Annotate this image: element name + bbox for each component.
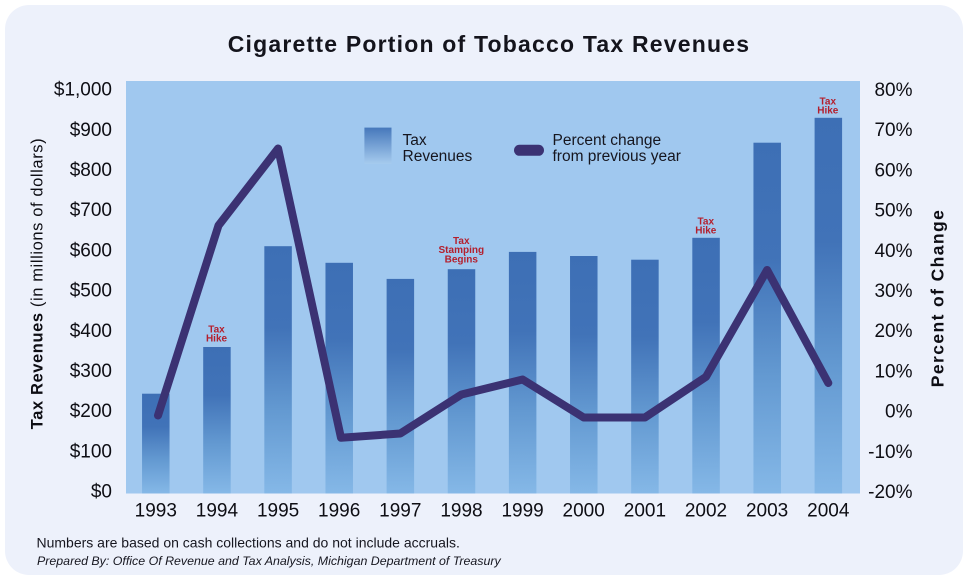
svg-text:-10%: -10%: [868, 442, 912, 463]
svg-text:1997: 1997: [379, 501, 421, 522]
svg-text:Hike: Hike: [206, 334, 228, 345]
svg-text:Numbers are based on cash coll: Numbers are based on cash collections an…: [37, 534, 460, 550]
svg-text:1996: 1996: [318, 501, 360, 522]
svg-text:80%: 80%: [874, 80, 912, 101]
svg-text:1993: 1993: [135, 501, 177, 522]
svg-text:Hike: Hike: [695, 226, 717, 237]
svg-text:1995: 1995: [257, 501, 299, 522]
svg-text:Stamping: Stamping: [439, 245, 485, 256]
svg-text:0%: 0%: [885, 402, 913, 423]
svg-text:$900: $900: [70, 120, 112, 141]
svg-text:Begins: Begins: [445, 254, 479, 265]
svg-text:50%: 50%: [874, 201, 912, 222]
svg-text:-20%: -20%: [868, 482, 912, 503]
svg-text:Tax: Tax: [403, 132, 427, 149]
svg-text:$400: $400: [70, 321, 112, 342]
svg-text:30%: 30%: [874, 281, 912, 302]
svg-text:$100: $100: [70, 441, 112, 462]
svg-text:2002: 2002: [685, 501, 727, 522]
svg-text:70%: 70%: [874, 120, 912, 141]
svg-text:1999: 1999: [501, 501, 543, 522]
svg-text:Hike: Hike: [817, 106, 839, 117]
svg-text:$200: $200: [70, 401, 112, 422]
svg-text:Tax Revenues (in millions of d: Tax Revenues (in millions of dollars): [29, 138, 47, 430]
svg-text:Tax: Tax: [208, 325, 225, 336]
svg-text:60%: 60%: [874, 160, 912, 181]
svg-text:2003: 2003: [746, 501, 788, 522]
svg-text:$0: $0: [91, 482, 112, 503]
svg-text:Percent change: Percent change: [553, 132, 662, 149]
svg-text:2001: 2001: [624, 501, 666, 522]
svg-text:$500: $500: [70, 281, 112, 302]
svg-text:$700: $700: [70, 200, 112, 221]
svg-text:Revenues: Revenues: [403, 148, 473, 165]
svg-text:$600: $600: [70, 240, 112, 261]
svg-text:$800: $800: [70, 160, 112, 181]
svg-text:20%: 20%: [874, 321, 912, 342]
svg-text:10%: 10%: [874, 361, 912, 382]
svg-text:1998: 1998: [440, 501, 482, 522]
svg-text:$1,000: $1,000: [54, 80, 112, 101]
svg-text:$300: $300: [70, 361, 112, 382]
svg-text:Tax: Tax: [453, 236, 470, 247]
svg-text:Tax: Tax: [820, 97, 837, 108]
svg-text:from previous year: from previous year: [553, 148, 681, 165]
svg-text:Prepared By: Office Of Revenue: Prepared By: Office Of Revenue and Tax A…: [37, 554, 502, 568]
svg-text:1994: 1994: [196, 501, 239, 522]
svg-text:2004: 2004: [807, 501, 850, 522]
svg-text:40%: 40%: [874, 241, 912, 262]
svg-text:Cigarette Portion of Tobacco T: Cigarette Portion of Tobacco Tax Revenue…: [228, 31, 751, 57]
svg-text:Percent of Change: Percent of Change: [928, 209, 948, 387]
svg-text:Tax: Tax: [698, 217, 715, 228]
svg-text:2000: 2000: [563, 501, 605, 522]
